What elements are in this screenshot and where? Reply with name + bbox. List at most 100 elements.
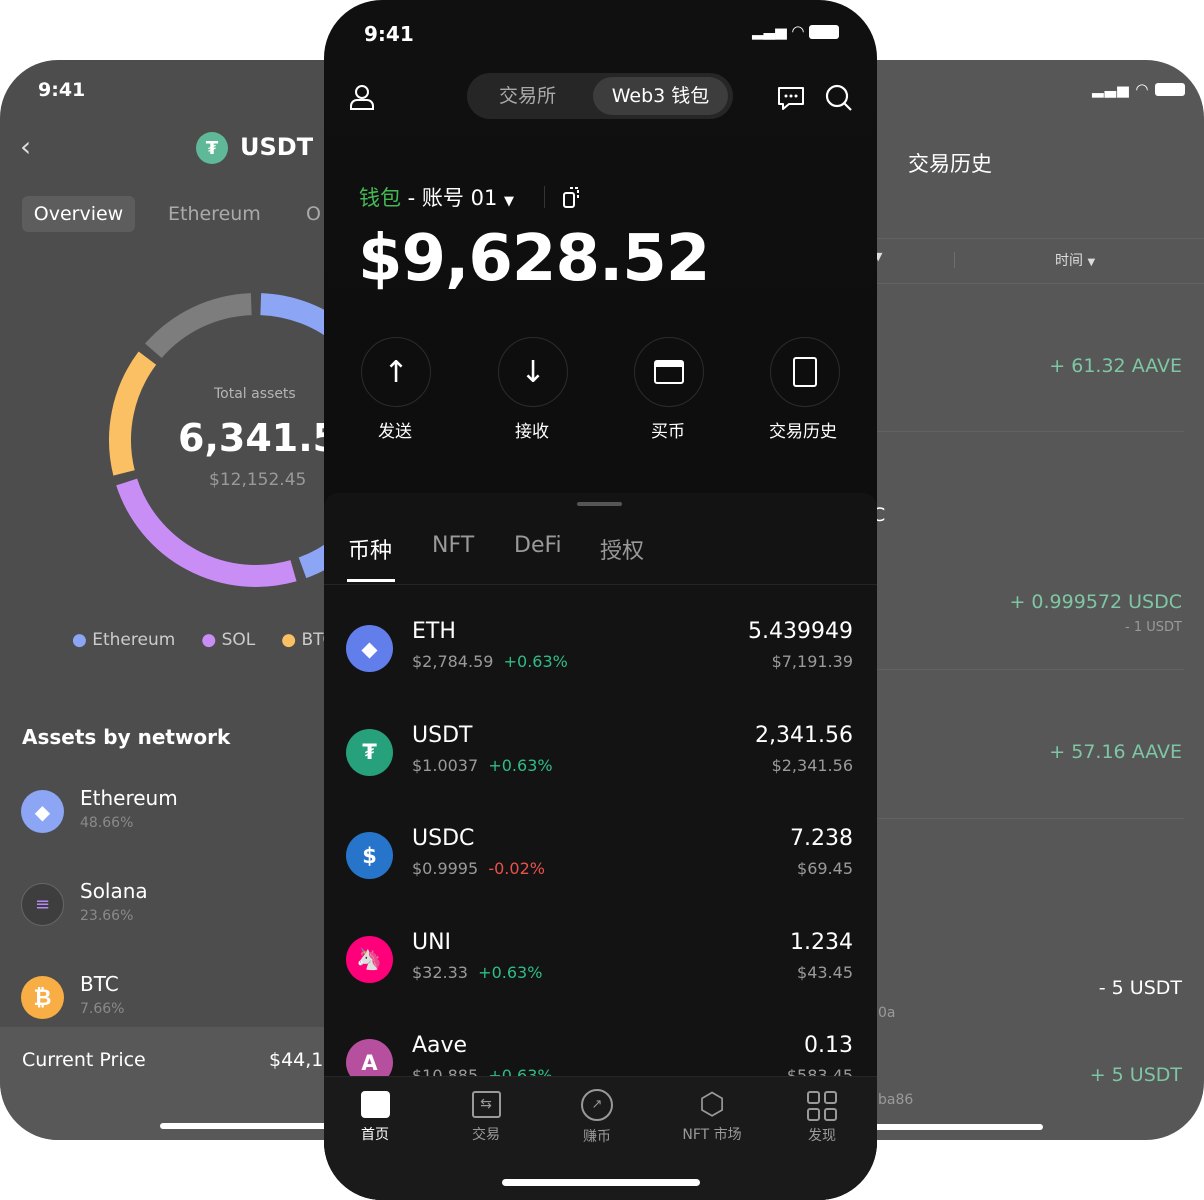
network-name: BTC [80,972,119,996]
usdt-icon: ₮ [346,728,393,776]
token-title: USDT [240,133,314,161]
usdt-logo-icon: ₮ [196,132,228,164]
profile-icon[interactable] [348,83,376,111]
copy-icon[interactable] [562,185,584,209]
donut-label: Total assets [214,386,296,402]
action-label: 接收 [515,422,549,442]
search-icon[interactable] [825,84,853,112]
account-selector[interactable]: 钱包 - 账号 01 ▼ [359,182,514,212]
nav-home[interactable]: 首页 [346,1091,404,1144]
uni-icon: 🦄 [346,935,393,983]
token-price-line: $32.33 +0.63% [412,963,542,982]
tab-defi[interactable]: DeFi [514,533,562,558]
home-icon [360,1091,390,1118]
receive-button[interactable]: ↓ [498,337,568,407]
grid-icon [807,1091,837,1121]
token-change: -0.02% [488,859,545,878]
home-indicator [160,1123,440,1129]
account-label: - 账号 01 [401,186,498,210]
filter-dropdown-icon[interactable]: ▼ [874,250,883,263]
message-icon[interactable] [777,85,805,111]
tx-amount[interactable]: + 0.999572 USDC [1009,591,1182,613]
nav-earn[interactable]: ↗ 赚币 [568,1089,626,1146]
tab-other[interactable]: O [306,203,321,225]
signal-icon: ▂▃▅ [752,22,787,40]
token-price: $2,784.59 [412,652,494,671]
nft-hexagon-icon: ⬡ [698,1087,726,1122]
bottom-nav: 首页 ⇆ 交易 ↗ 赚币 ⬡ NFT 市场 发现 [324,1076,877,1200]
tx-amount[interactable]: + 5 USDT [1089,1064,1182,1086]
token-price: $0.9995 [412,859,479,878]
ethereum-icon: ◆ [21,790,64,833]
status-icons: ▂▃▅ ◠ [1092,80,1186,98]
tx-left-fragment: 0a [878,1005,896,1021]
current-price-value: $44,12 [269,1049,336,1071]
nav-trade[interactable]: ⇆ 交易 [457,1091,515,1144]
filter-time[interactable]: 时间 ▼ [1055,253,1096,269]
legend-ethereum: ● Ethereum [72,630,176,650]
send-button[interactable]: ↑ [361,337,431,407]
network-name: Solana [80,879,148,903]
tab-ethereum[interactable]: Ethereum [168,203,261,225]
web3-wallet-screen: 9:41 ▂▃▅ ◠ 交易所 Web3 钱包 钱包 - 账号 01 ▼ $9,6… [324,0,877,1200]
tx-amount[interactable]: - 5 USDT [1098,977,1182,999]
tab-approvals[interactable]: 授权 [600,539,645,564]
section-title: Assets by network [22,725,231,749]
buy-button[interactable] [634,337,704,407]
token-price-line: $1.0037 +0.63% [412,756,553,775]
filter-divider [954,252,955,268]
action-label: 交易历史 [769,422,837,442]
donut-segment-sol [116,478,297,587]
token-price-line: $2,784.59 +0.63% [412,652,568,671]
token-row[interactable]: 🦄 UNI $32.33 +0.63% 1.234 $43.45 [324,930,877,1000]
status-icons: ▂▃▅ ◠ [752,22,840,40]
tab-nft[interactable]: NFT [432,533,475,558]
nav-nft-market[interactable]: ⬡ NFT 市场 [672,1089,752,1144]
token-row[interactable]: $ USDC $0.9995 -0.02% 7.238 $69.45 [324,826,877,896]
donut-legend: ● Ethereum ● SOL ● BTC [72,630,334,650]
token-row[interactable]: ₮ USDT $1.0037 +0.63% 2,341.56 $2,341.56 [324,723,877,793]
caret-down-icon: ▼ [504,194,515,209]
drag-handle[interactable] [577,502,622,506]
donut-usd: $12,152.45 [209,470,307,490]
token-amount: 7.238 [790,826,853,851]
status-time: 9:41 [364,22,414,46]
segment-exchange[interactable]: 交易所 [499,85,557,107]
arrow-down-icon: ↓ [520,354,546,390]
solana-icon: ≡ [21,883,64,926]
status-time: 9:41 [38,79,86,101]
token-amount: 0.13 [804,1033,853,1058]
mode-switch: 交易所 Web3 钱包 [467,73,733,119]
token-value: $7,191.39 [771,652,853,671]
eth-icon: ◆ [346,625,393,672]
wifi-icon: ◠ [1135,80,1150,98]
swap-icon: ⇆ [471,1091,501,1118]
battery-icon [1155,83,1186,96]
home-indicator [502,1179,700,1186]
history-button[interactable] [770,337,840,407]
legend-sol: ● SOL [201,630,256,650]
token-price-line: $0.9995 -0.02% [412,859,545,878]
token-amount: 5.439949 [748,619,853,644]
usdc-icon: $ [346,832,393,879]
token-amount: 1.234 [790,929,853,955]
tx-amount[interactable]: + 61.32 AAVE [1049,355,1182,377]
total-balance: $9,628.52 [358,222,710,296]
tab-tokens[interactable]: 币种 [348,539,393,564]
action-label: 发送 [378,422,412,442]
token-symbol: USDC [412,826,475,851]
token-row[interactable]: ◆ ETH $2,784.59 +0.63% 5.439949 $7,191.3… [324,619,877,689]
token-symbol: UNI [412,929,452,955]
token-change: +0.63% [503,652,568,671]
token-symbol: ETH [412,619,456,644]
back-chevron-icon[interactable]: ‹ [20,130,32,163]
token-change: +0.63% [488,755,553,775]
divider [544,186,545,208]
tx-amount[interactable]: + 57.16 AAVE [1049,741,1182,763]
segment-web3-wallet[interactable]: Web3 钱包 [593,77,728,115]
tab-overview[interactable]: Overview [22,196,135,232]
network-percent: 48.66% [80,815,134,831]
signal-icon: ▂▃▅ [1092,80,1130,98]
nav-discover[interactable]: 发现 [793,1091,851,1145]
wifi-icon: ◠ [791,22,805,40]
